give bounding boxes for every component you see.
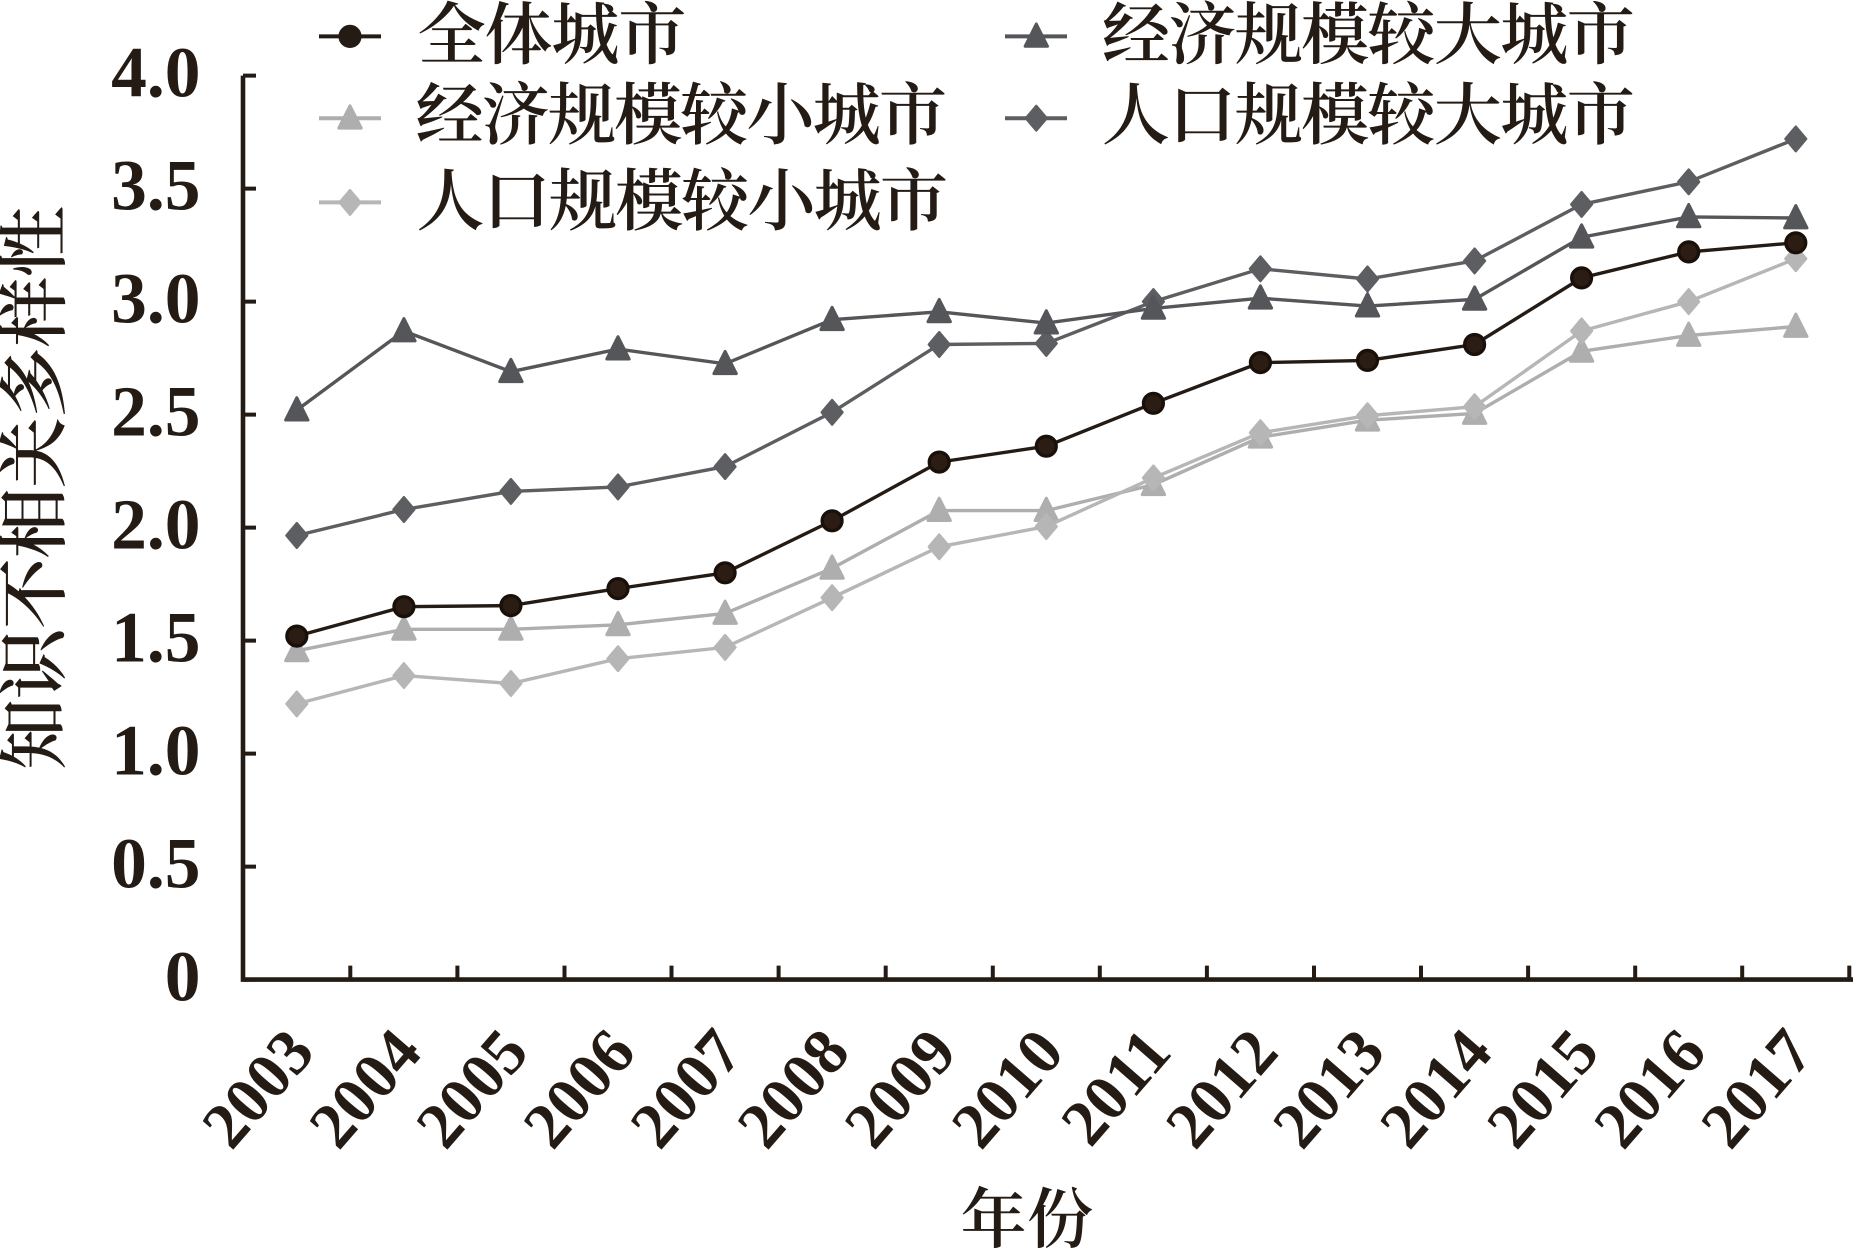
svg-text:0.5: 0.5 (111, 825, 200, 904)
svg-text:1.5: 1.5 (111, 599, 200, 678)
svg-text:3.0: 3.0 (111, 260, 200, 339)
svg-text:0: 0 (165, 938, 201, 1017)
svg-text:4.0: 4.0 (111, 34, 200, 113)
svg-text:1.0: 1.0 (111, 712, 200, 791)
svg-text:3.5: 3.5 (111, 147, 200, 226)
svg-text:2.0: 2.0 (111, 486, 200, 565)
svg-text:2.5: 2.5 (111, 373, 200, 452)
